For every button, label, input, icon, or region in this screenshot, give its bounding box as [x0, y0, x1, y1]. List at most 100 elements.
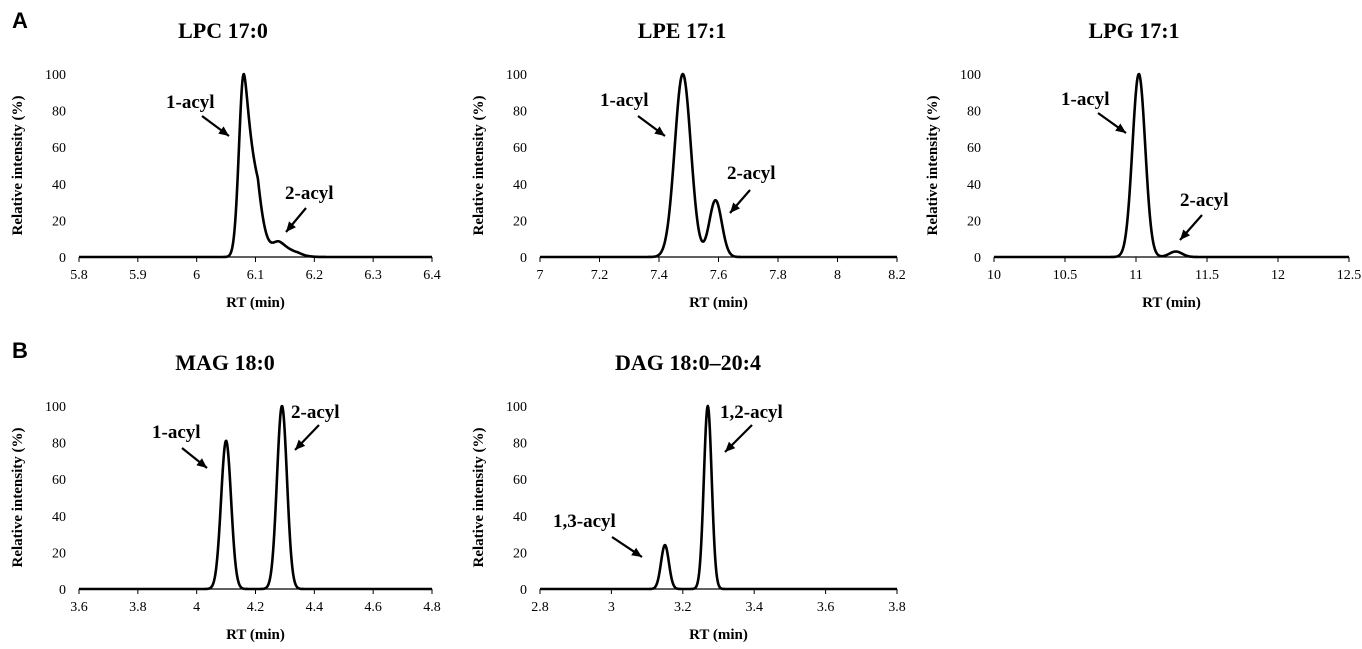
x-tick-label: 7.4: [650, 268, 668, 283]
y-tick-label: 0: [520, 251, 527, 266]
panel-label-a: A: [12, 8, 28, 33]
x-tick-label: 12: [1271, 268, 1285, 283]
y-tick-label: 100: [45, 68, 66, 83]
y-tick-label: 40: [52, 178, 66, 193]
x-tick-label: 6: [193, 268, 200, 283]
x-tick-label: 4.4: [306, 600, 324, 615]
peak-annotation: 1-acyl: [600, 90, 649, 111]
y-axis-label: Relative intensity (%): [471, 428, 487, 568]
chart-2: LPE 17:1 7 7.2 7.4 7.6 7.8 8 8.2 0 20 40 60 80 100 RT …: [471, 18, 906, 311]
peak-annotation: 1,2-acyl: [720, 402, 783, 423]
peak-annotation: 1-acyl: [152, 422, 201, 443]
chromatogram-trace: [993, 72, 1350, 259]
y-axis-label: Relative intensity (%): [471, 96, 487, 236]
y-tick-label: 80: [967, 105, 981, 120]
x-tick-label: 6.4: [423, 268, 441, 283]
arrowhead: [730, 202, 740, 213]
x-tick-label: 5.8: [70, 268, 88, 283]
y-tick-label: 20: [513, 546, 527, 561]
y-axis-label: Relative intensity (%): [10, 428, 26, 568]
x-tick-label: 3.8: [888, 600, 906, 615]
arrowhead: [286, 221, 296, 232]
peak-annotation: 1,3-acyl: [553, 511, 616, 532]
x-tick-label: 3.4: [745, 600, 763, 615]
x-tick-label: 8.2: [888, 268, 906, 283]
x-tick-label: 10: [987, 268, 1001, 283]
x-tick-label: 3.6: [70, 600, 88, 615]
y-tick-label: 80: [513, 437, 527, 452]
y-tick-label: 80: [52, 105, 66, 120]
chart-title: LPG 17:1: [1088, 18, 1179, 43]
x-axis-label: RT (min): [226, 295, 285, 311]
arrowhead: [295, 439, 306, 450]
arrowhead: [196, 458, 207, 468]
chart-title: LPC 17:0: [178, 18, 268, 43]
x-tick-label: 7: [537, 268, 544, 283]
x-axis-label: RT (min): [689, 627, 748, 643]
arrowhead: [1115, 123, 1126, 133]
y-tick-label: 60: [513, 141, 527, 156]
x-tick-label: 11.5: [1195, 268, 1219, 283]
chart-title: DAG 18:0–20:4: [615, 350, 761, 375]
y-tick-label: 0: [520, 583, 527, 598]
peak-annotation: 2-acyl: [727, 163, 776, 184]
x-tick-label: 5.9: [129, 268, 147, 283]
y-tick-label: 20: [513, 214, 527, 229]
peak-annotation: 1-acyl: [1061, 89, 1110, 110]
chart-title: MAG 18:0: [175, 350, 275, 375]
y-tick-label: 80: [513, 105, 527, 120]
x-tick-label: 3.2: [674, 600, 692, 615]
x-tick-label: 6.2: [306, 268, 324, 283]
y-tick-label: 40: [52, 510, 66, 525]
peak-annotation: 2-acyl: [291, 402, 340, 423]
arrowhead: [631, 547, 642, 557]
chromatogram-trace: [78, 72, 433, 259]
y-tick-label: 100: [506, 68, 527, 83]
chart-3: LPG 17:1 10 10.5 11 11.5 12 12.5 0 20 40 60 80 100 RT…: [925, 18, 1361, 311]
x-tick-label: 7.8: [769, 268, 787, 283]
y-tick-label: 20: [52, 214, 66, 229]
x-axis-label: RT (min): [1142, 295, 1201, 311]
x-tick-label: 4.2: [247, 600, 265, 615]
y-tick-label: 20: [52, 546, 66, 561]
y-axis-label: Relative intensity (%): [10, 96, 26, 236]
y-tick-label: 60: [52, 141, 66, 156]
x-tick-label: 7.6: [710, 268, 728, 283]
x-tick-label: 4.8: [423, 600, 441, 615]
x-tick-label: 3.8: [129, 600, 147, 615]
chromatogram-trace: [539, 72, 898, 259]
y-tick-label: 0: [59, 251, 66, 266]
y-tick-label: 60: [52, 473, 66, 488]
x-axis-label: RT (min): [689, 295, 748, 311]
chromatogram-trace: [539, 404, 898, 591]
y-tick-label: 100: [960, 68, 981, 83]
peak-annotation: 2-acyl: [1180, 190, 1229, 211]
peak-annotation: 2-acyl: [285, 183, 334, 204]
chart-4: MAG 18:0 3.6 3.8 4 4.2 4.4 4.6 4.8 0 20 40 60 80 100 R…: [10, 350, 441, 643]
y-tick-label: 40: [513, 510, 527, 525]
arrowhead: [1180, 229, 1190, 240]
y-tick-label: 40: [967, 178, 981, 193]
chart-5: DAG 18:0–20:4 2.8 3 3.2 3.4 3.6 3.8 0 20 40 60 80 10…: [471, 350, 906, 643]
x-tick-label: 3: [608, 600, 615, 615]
y-tick-label: 20: [967, 214, 981, 229]
x-tick-label: 6.1: [247, 268, 265, 283]
x-tick-label: 12.5: [1337, 268, 1362, 283]
y-tick-label: 0: [59, 583, 66, 598]
x-axis-label: RT (min): [226, 627, 285, 643]
y-tick-label: 60: [967, 141, 981, 156]
panel-label-b: B: [12, 338, 28, 363]
chart-1: LPC 17:0 5.8 5.9 6 6.1 6.2 6.3 6.4 0 20 40 60 80 100 R…: [10, 18, 441, 311]
y-axis-label: Relative intensity (%): [925, 96, 941, 236]
chart-title: LPE 17:1: [638, 18, 727, 43]
x-tick-label: 2.8: [531, 600, 549, 615]
x-tick-label: 4: [193, 600, 200, 615]
x-tick-label: 10.5: [1053, 268, 1078, 283]
x-tick-label: 8: [834, 268, 841, 283]
x-tick-label: 11: [1129, 268, 1142, 283]
y-tick-label: 100: [506, 400, 527, 415]
arrowhead: [725, 441, 736, 452]
arrowhead: [654, 126, 665, 136]
x-tick-label: 4.6: [364, 600, 382, 615]
